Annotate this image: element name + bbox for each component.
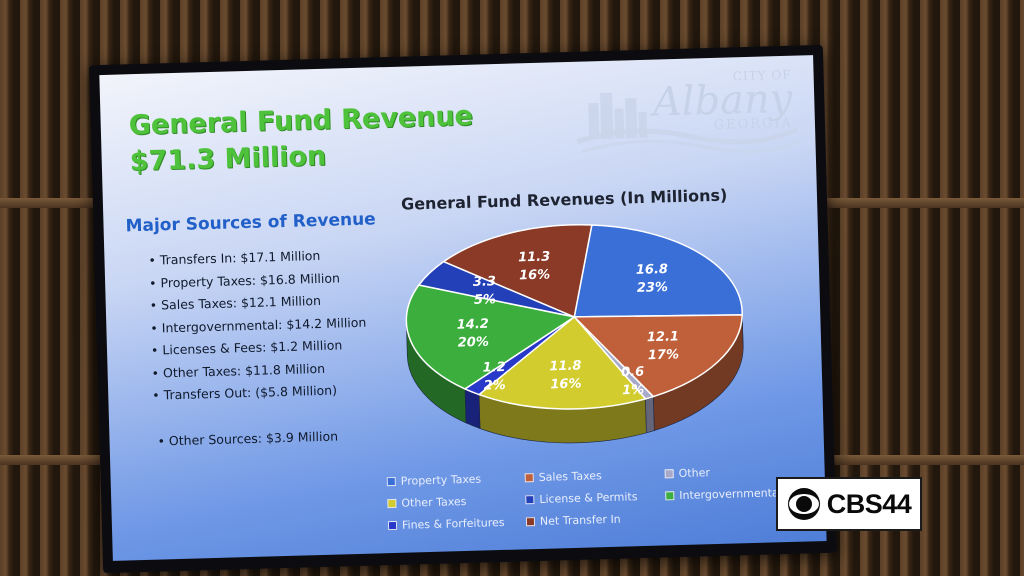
pie-percent-label: 16%	[550, 376, 582, 392]
legend-item: License & Permits	[525, 489, 665, 506]
tv-monitor: General Fund Revenue $71.3 Million CITY …	[89, 44, 837, 574]
pie-percent-label: 20%	[458, 335, 490, 351]
chart-legend: Property Taxes Sales Taxes Other Other Taxe…	[386, 463, 808, 532]
legend-swatch	[525, 517, 536, 527]
pie-percent-label: 1%	[622, 383, 644, 399]
pie-slice-sales-taxes	[572, 314, 743, 398]
pie-percent-label: 5%	[474, 292, 496, 308]
legend-item: Sales Taxes	[524, 467, 665, 484]
pie-value-label: 1.2	[482, 360, 505, 376]
legend-label: Net Transfer In	[539, 512, 621, 528]
sources-heading: Major Sources of Revenue	[125, 209, 376, 237]
pie-side-2	[645, 396, 655, 434]
pie-value-label: 11.3	[518, 250, 550, 266]
legend-label: Other	[678, 466, 711, 481]
pie-slice-net-transfer-in	[442, 224, 593, 318]
source-item: Transfers Out: ($5.8 Million)	[152, 379, 369, 408]
legend-item: Fines & Forfeitures	[387, 515, 526, 532]
pie-value-label: 0.6	[621, 365, 644, 381]
pie-slice-other-taxes	[477, 315, 647, 410]
legend-swatch	[387, 520, 398, 531]
badge-text: CBS44	[826, 488, 912, 519]
pie-value-label: 14.2	[457, 317, 489, 333]
pie-value-label: 3.3	[473, 274, 496, 290]
sources-list: Transfers In: $17.1 Million Property Tax…	[148, 244, 368, 407]
legend-label: License & Permits	[539, 490, 638, 506]
pie-percent-label: 2%	[483, 378, 505, 394]
legend-label: Property Taxes	[400, 472, 482, 488]
legend-label: Intergovernmental	[679, 486, 782, 503]
legend-label: Other Taxes	[401, 494, 467, 510]
legend-swatch	[665, 491, 675, 501]
slide-screen: General Fund Revenue $71.3 Million CITY …	[99, 55, 827, 561]
pie-percent-label: 17%	[648, 347, 680, 363]
legend-swatch	[386, 476, 396, 487]
legend-swatch	[664, 469, 674, 479]
other-sources: Other Sources: $3.9 Million	[157, 429, 339, 449]
legend-item: Other Taxes	[387, 493, 525, 510]
slide-title: General Fund Revenue $71.3 Million	[128, 99, 474, 181]
legend-swatch	[387, 498, 397, 509]
legend-item: Property Taxes	[386, 471, 525, 488]
legend-label: Fines & Forfeitures	[401, 515, 505, 532]
cbs-eye-icon	[787, 488, 820, 520]
legend-swatch	[524, 473, 534, 483]
city-logo-text: CITY OF Albany GEORGIA	[652, 68, 793, 135]
legend-item: Net Transfer In	[525, 511, 666, 528]
pie-slice-intergovernmental	[405, 284, 577, 390]
pie-value-label: 12.1	[647, 329, 679, 345]
logo-line2: Albany	[652, 75, 793, 126]
pie-value-label: 16.8	[636, 262, 668, 278]
pie-value-label: 11.8	[549, 358, 581, 374]
cbs44-badge: CBS44	[776, 477, 922, 531]
pie-percent-label: 23%	[637, 280, 669, 296]
legend-label: Sales Taxes	[538, 469, 602, 484]
city-logo-icon	[576, 92, 799, 154]
pie-chart: 16.8 23% 12.1 17%0.6 1% 11.8 16% 1.2 2% 14.2 20% 3.…	[405, 224, 744, 444]
pie-percent-label: 16%	[519, 268, 551, 284]
legend-swatch	[525, 495, 535, 505]
pie-slice-property-taxes	[573, 224, 743, 318]
